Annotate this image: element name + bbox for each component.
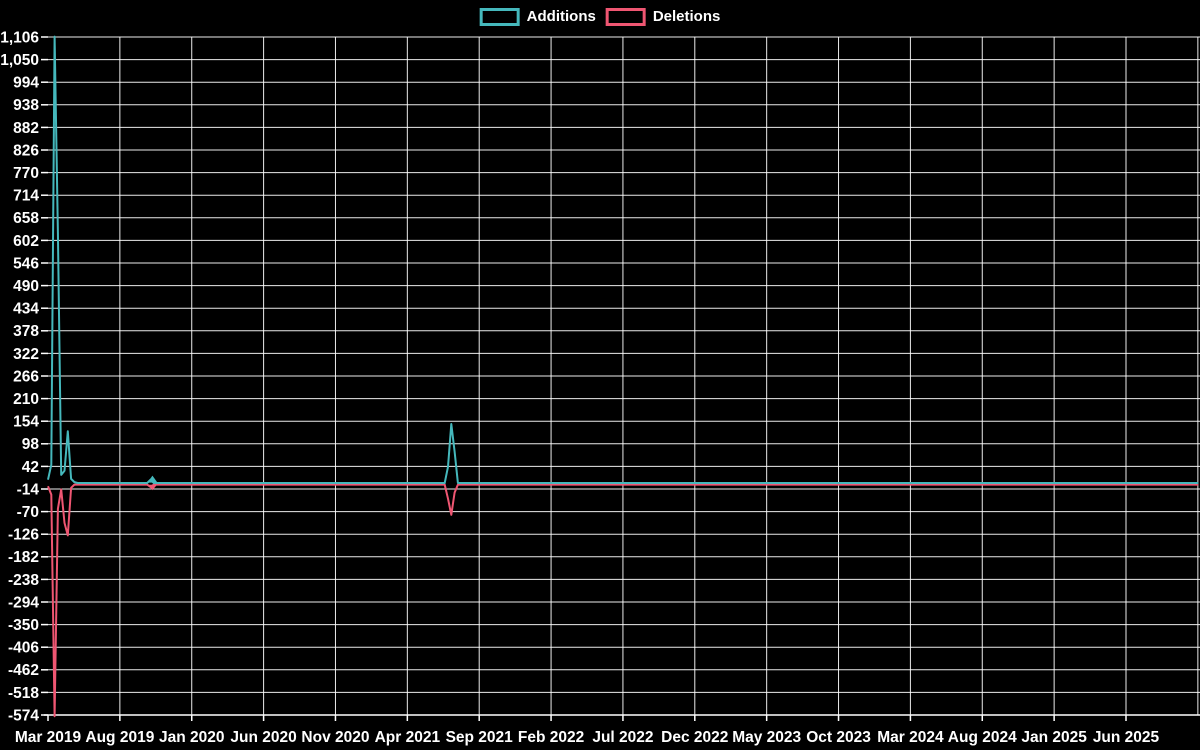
y-tick-label: -182 [8,549,39,566]
x-tick-label: Jul 2022 [592,729,653,746]
y-tick-label: 434 [13,301,39,318]
x-tick-label: Aug 2019 [85,729,154,746]
y-tick-label: 658 [13,210,39,227]
y-tick-label: -574 [8,707,39,724]
additions-swatch-icon [479,7,520,26]
x-tick-label: Sep 2021 [446,729,514,746]
y-tick-label: 826 [13,142,39,159]
y-tick-label: 1,106 [0,29,39,46]
deletions-line[interactable] [47,483,1199,718]
deletions-swatch-icon [605,7,646,26]
y-tick-label: 322 [13,346,39,363]
y-tick-label: 602 [13,233,39,250]
y-tick-label: -518 [8,685,39,702]
y-tick-label: 714 [13,188,39,205]
y-tick-label: 210 [13,391,39,408]
additions-point-marker[interactable] [147,475,158,483]
y-tick-label: -406 [8,640,39,657]
x-tick-label: Dec 2022 [661,729,728,746]
y-tick-label: 42 [22,459,39,476]
x-tick-label: Jun 2025 [1093,729,1160,746]
x-tick-label: Apr 2021 [375,729,441,746]
y-tick-label: 266 [13,368,39,385]
x-tick-label: Aug 2024 [948,729,1017,746]
x-tick-label: Feb 2022 [518,729,584,746]
deletions-point-marker[interactable] [147,484,157,491]
y-tick-label: 994 [13,75,39,92]
y-tick-label: 490 [13,278,39,295]
y-tick-label: 154 [13,414,39,431]
y-tick-label: 98 [22,436,40,453]
y-tick-label: -238 [8,572,39,589]
y-tick-label: -14 [17,481,40,498]
legend-item-additions[interactable]: Additions [479,7,596,26]
x-tick-label: Mar 2019 [15,729,82,746]
legend-label-deletions: Deletions [652,8,721,25]
chart-legend: Additions Deletions [479,7,721,26]
x-tick-label: Nov 2020 [301,729,369,746]
x-tick-label: Oct 2023 [806,729,871,746]
y-tick-label: 770 [13,165,39,182]
x-tick-label: May 2023 [732,729,801,746]
y-tick-label: 882 [13,120,39,137]
y-tick-label: 378 [13,323,39,340]
y-tick-label: -462 [8,662,39,679]
x-tick-label: Mar 2024 [877,729,944,746]
y-tick-label: -294 [8,594,39,611]
x-tick-label: Jun 2020 [230,729,296,746]
y-tick-label: -126 [8,527,39,544]
x-tick-label: Jan 2020 [159,729,225,746]
y-tick-label: 938 [13,97,39,114]
y-tick-label: -70 [17,504,39,521]
y-tick-label: 546 [13,255,39,272]
y-tick-label: -350 [8,617,39,634]
additions-line[interactable] [47,35,1199,484]
y-tick-label: 1,050 [0,52,39,69]
legend-label-additions: Additions [526,8,596,25]
x-tick-label: Jan 2025 [1021,729,1087,746]
legend-item-deletions[interactable]: Deletions [605,7,721,26]
